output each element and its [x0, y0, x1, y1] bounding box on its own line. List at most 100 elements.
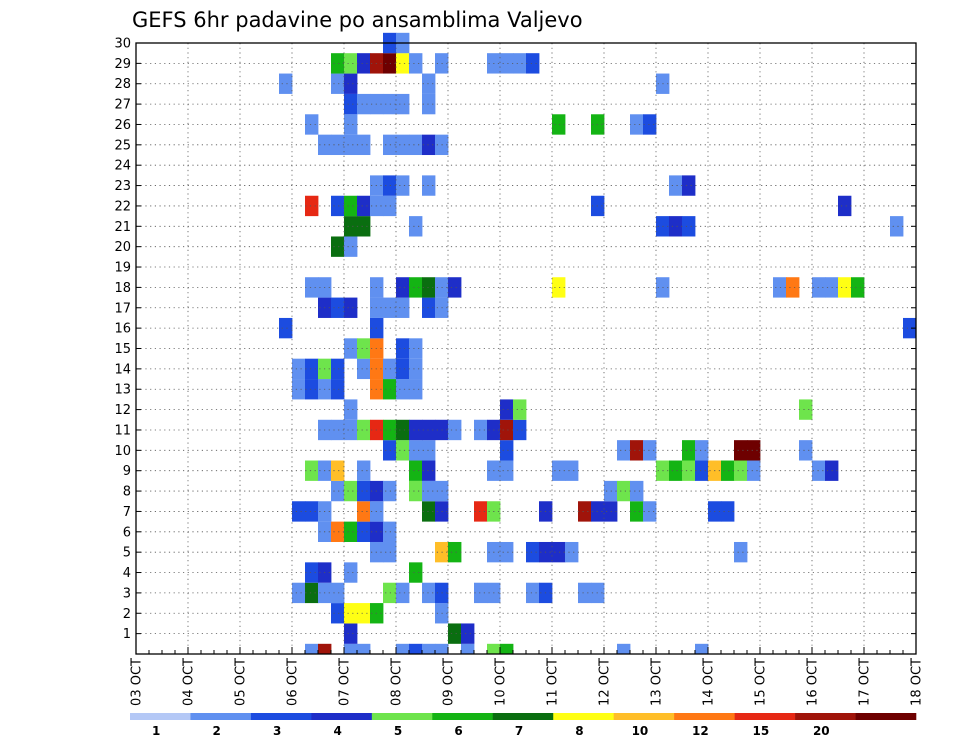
heatmap-cell [344, 73, 358, 94]
x-tick-label: 15 OCT [754, 658, 769, 706]
x-tick-label: 13 OCT [650, 658, 665, 706]
heatmap-cell [630, 501, 644, 522]
heatmap-cell [630, 440, 644, 461]
heatmap-cell [409, 358, 423, 380]
heatmap-cell [331, 603, 345, 624]
heatmap-cell [474, 501, 488, 522]
heatmap-cell [526, 541, 540, 563]
heatmap-cell [643, 440, 657, 461]
heatmap-cell [383, 195, 397, 217]
heatmap-cell [422, 175, 436, 196]
heatmap-cell [318, 643, 332, 654]
heatmap-cell [734, 460, 748, 481]
heatmap-cell [331, 480, 345, 502]
legend-swatch [250, 713, 312, 720]
heatmap-cell [344, 603, 358, 624]
heatmap-cell [461, 643, 475, 654]
legend-swatch [190, 713, 252, 720]
y-tick-label: 9 [123, 464, 131, 479]
heatmap-cell [799, 399, 813, 420]
heatmap-cell [305, 277, 319, 298]
heatmap-cell [331, 521, 345, 542]
heatmap-cell [344, 338, 358, 359]
heatmap-cell [305, 643, 319, 654]
x-tick-label: 16 OCT [806, 658, 821, 706]
heatmap-cell [747, 440, 761, 461]
y-tick-label: 20 [114, 240, 131, 255]
heatmap-cell [409, 216, 423, 237]
legend-swatch [795, 713, 856, 720]
heatmap-cell [409, 134, 423, 156]
y-tick-label: 3 [123, 586, 131, 601]
heatmap-cell [396, 643, 410, 654]
y-tick-label: 10 [114, 444, 131, 459]
y-tick-label: 18 [114, 281, 131, 296]
y-tick-label: 15 [114, 342, 131, 357]
heatmap-cell [422, 480, 436, 502]
y-tick-label: 12 [114, 403, 131, 418]
y-tick-label: 21 [114, 220, 131, 235]
heatmap-cell [422, 134, 436, 156]
heatmap-cell [344, 643, 358, 654]
y-tick-label: 5 [123, 546, 131, 561]
grid-lines [136, 42, 916, 654]
x-tick-label: 14 OCT [702, 658, 717, 706]
heatmap-cell [305, 114, 319, 135]
y-tick-label: 22 [114, 199, 131, 214]
heatmap-cell [799, 440, 813, 461]
heatmap-cell [682, 175, 696, 196]
heatmap-cell [786, 277, 800, 298]
legend-swatch [734, 713, 796, 720]
y-tick-label: 29 [114, 57, 131, 72]
heatmap-cell [331, 195, 345, 217]
x-tick-label: 09 OCT [442, 658, 457, 706]
heatmap-cell [331, 53, 345, 74]
x-tick-label: 05 OCT [234, 658, 249, 706]
heatmap-cell [422, 277, 436, 298]
heatmap-cell [344, 93, 358, 115]
heatmap-cell [643, 114, 657, 135]
heatmap-cell [357, 521, 371, 542]
heatmap-cell [383, 53, 397, 74]
heatmap-cell [357, 358, 371, 380]
heatmap-cell [292, 582, 306, 604]
heatmap-cell [409, 562, 423, 583]
y-tick-label: 26 [114, 118, 131, 133]
heatmap-cell [474, 419, 488, 441]
heatmap-cell [396, 297, 410, 318]
heatmap-cell [383, 521, 397, 542]
heatmap-cell [331, 460, 345, 481]
heatmap-cell [331, 73, 345, 94]
heatmap-cell [409, 480, 423, 502]
heatmap-cell [409, 460, 423, 481]
heatmap-cell [357, 501, 371, 522]
x-tick-label: 18 OCT [910, 658, 925, 706]
y-tick-label: 27 [114, 98, 131, 113]
heatmap-cell [526, 53, 540, 74]
heatmap-cell [422, 460, 436, 481]
heatmap-cell [383, 134, 397, 156]
heatmap-cell [357, 216, 371, 237]
heatmap-cell [331, 236, 345, 257]
heatmap-cells [279, 32, 917, 654]
heatmap-cell [448, 541, 462, 563]
heatmap-cell [565, 460, 579, 481]
y-tick-label: 8 [123, 485, 131, 500]
heatmap-cell [903, 317, 917, 339]
heatmap-cell [383, 297, 397, 318]
heatmap-cell [409, 379, 423, 400]
heatmap-cell [344, 562, 358, 583]
heatmap-cell [500, 541, 514, 563]
heatmap-cell [357, 134, 371, 156]
heatmap-cell [344, 399, 358, 420]
heatmap-cell [383, 541, 397, 563]
heatmap-cell [773, 277, 787, 298]
heatmap-cell [695, 643, 709, 654]
heatmap-cell [292, 501, 306, 522]
heatmap-cell [565, 541, 579, 563]
legend-label: 4 [333, 724, 341, 738]
heatmap-cell [409, 643, 423, 654]
heatmap-cell [383, 358, 397, 380]
heatmap-cell [396, 379, 410, 400]
